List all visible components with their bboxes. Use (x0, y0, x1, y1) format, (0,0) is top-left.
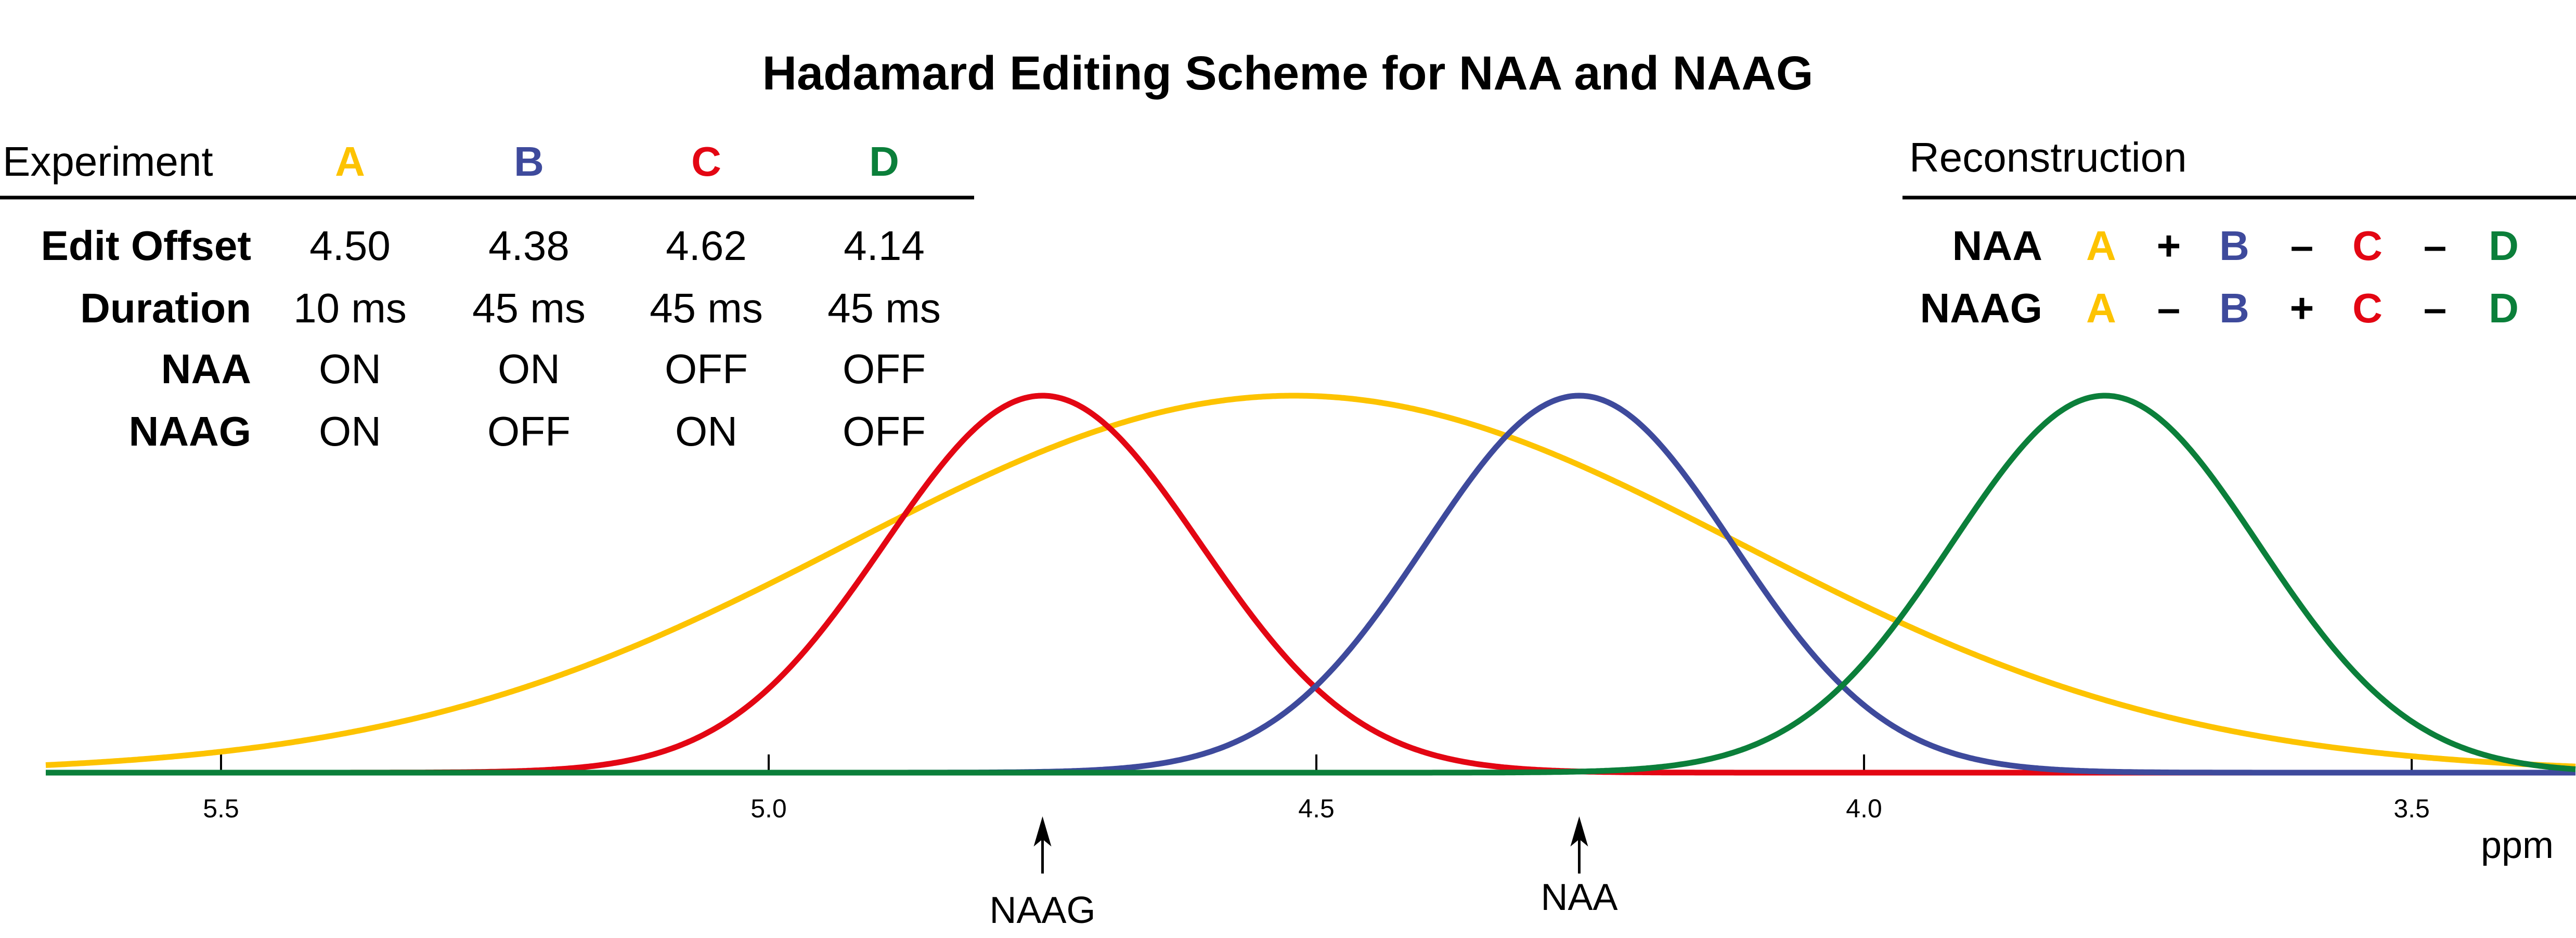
figure-title: Hadamard Editing Scheme for NAA and NAAG (762, 47, 1814, 100)
table-cell: 45 ms (650, 285, 763, 331)
reconstruction-label: NAAG (1920, 285, 2042, 331)
term-B: B (2219, 285, 2249, 331)
reconstruction-header: Reconstruction (1909, 134, 2187, 180)
x-tick-label: 5.5 (203, 794, 239, 823)
x-tick-label: 4.5 (1298, 794, 1335, 823)
operator: – (2424, 285, 2447, 331)
row-label: Duration (80, 285, 251, 331)
table-row: Duration 10 ms 45 ms 45 ms 45 ms (80, 285, 941, 331)
column-header-C: C (691, 138, 721, 185)
table-cell: 4.38 (488, 223, 569, 269)
x-tick-label: 5.0 (750, 794, 787, 823)
annotation-label: NAA (1541, 877, 1617, 918)
operator: + (2157, 223, 2181, 269)
table-cell: 10 ms (293, 285, 407, 331)
spectrum-plot: 5.5 5.0 4.5 4.0 3.5 NAAG NAA (45, 393, 2576, 931)
term-A: A (2086, 223, 2116, 269)
term-D: D (2489, 285, 2519, 331)
x-tick-label: 4.0 (1846, 794, 1882, 823)
column-header-A: A (335, 138, 365, 185)
table-row: NAA ON ON OFF OFF (161, 346, 926, 392)
term-A: A (2086, 285, 2116, 331)
operator: – (2157, 285, 2181, 331)
table-cell: 4.14 (844, 223, 925, 269)
term-C: C (2352, 223, 2383, 269)
table-row: NAAG ON OFF ON OFF (128, 408, 926, 454)
table-cell: ON (675, 408, 737, 454)
arrow-up-icon (1033, 816, 1052, 846)
table-cell: ON (319, 408, 381, 454)
reconstruction-row: NAA A + B – C – D (1952, 223, 2519, 269)
table-header-experiment: Experiment (3, 138, 213, 185)
table-cell: 45 ms (472, 285, 586, 331)
table-cell: 45 ms (827, 285, 941, 331)
table-cell: OFF (843, 346, 926, 392)
table-cell: 4.50 (309, 223, 391, 269)
arrow-up-icon (1570, 816, 1588, 846)
table-cell: OFF (665, 346, 748, 392)
annotation-naa: NAA (1541, 816, 1618, 918)
table-cell: 4.62 (666, 223, 747, 269)
table-row: Edit Offset 4.50 4.38 4.62 4.14 (41, 223, 925, 269)
term-B: B (2219, 223, 2249, 269)
operator: – (2424, 223, 2447, 269)
x-axis-label: ppm (2481, 825, 2554, 866)
table-cell: OFF (487, 408, 571, 454)
reconstruction-row: NAAG A – B + C – D (1920, 285, 2518, 331)
row-label: NAAG (128, 408, 251, 454)
reconstruction-label: NAA (1952, 223, 2042, 269)
column-header-D: D (869, 138, 899, 185)
annotation-naag: NAAG (989, 816, 1096, 931)
table-cell: ON (498, 346, 560, 392)
column-header-B: B (514, 138, 544, 185)
operator: + (2290, 285, 2314, 331)
term-D: D (2489, 223, 2519, 269)
table-cell: OFF (843, 408, 926, 454)
series-D-line (45, 393, 2576, 776)
annotation-label: NAAG (989, 890, 1095, 931)
row-label: NAA (161, 346, 251, 392)
operator: – (2290, 223, 2314, 269)
term-C: C (2352, 285, 2383, 331)
table-cell: ON (319, 346, 381, 392)
x-tick-label: 3.5 (2393, 794, 2430, 823)
row-label: Edit Offset (41, 223, 251, 269)
experiment-table: Experiment A B C D Edit Offset 4.50 4.38 4.62 4… (0, 138, 974, 454)
series-A-line (45, 393, 2576, 770)
